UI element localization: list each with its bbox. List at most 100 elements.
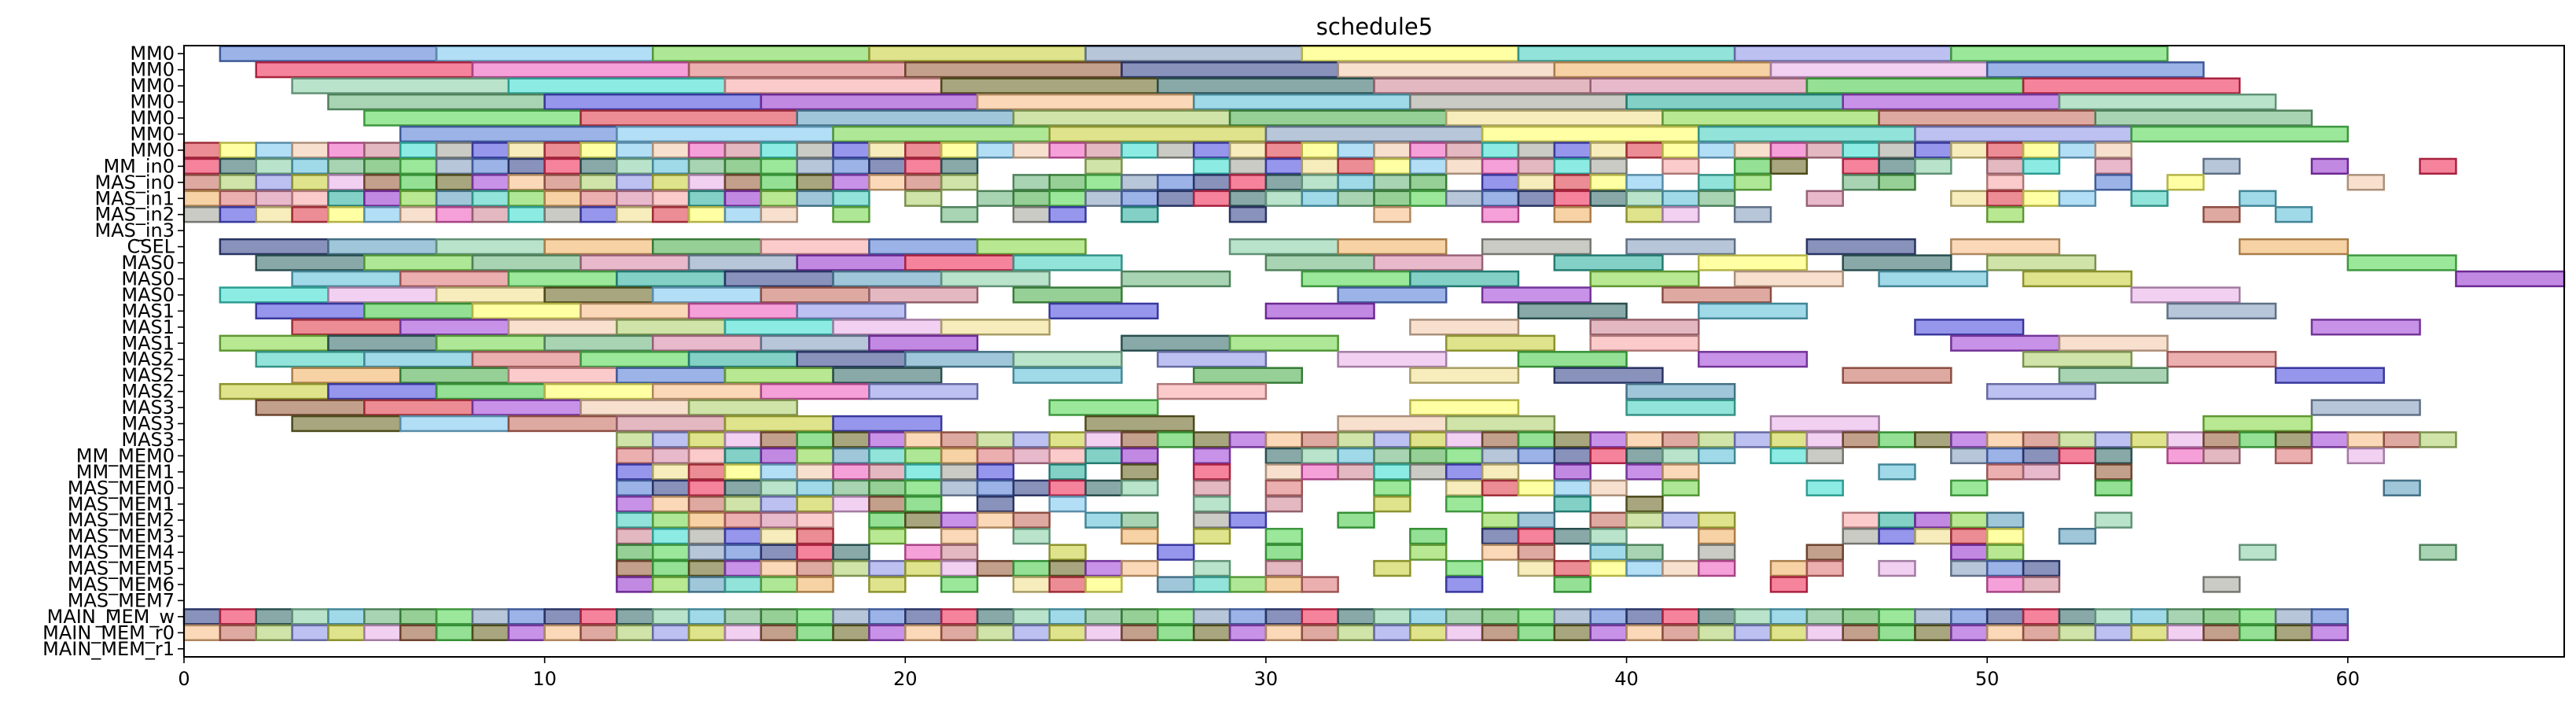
task-bar: [1517, 174, 1556, 191]
task-bar: [1228, 174, 1268, 191]
task-bar: [1409, 157, 1448, 175]
task-bar: [868, 608, 907, 625]
task-bar: [435, 382, 546, 400]
task-bar: [1481, 608, 1520, 625]
task-bar: [580, 351, 690, 368]
task-bar: [651, 157, 690, 175]
task-bar: [1192, 479, 1231, 496]
task-bar: [616, 624, 654, 641]
task-bar: [940, 576, 979, 593]
task-bar: [1264, 254, 1375, 271]
task-bar: [687, 61, 907, 79]
task-bar: [1264, 559, 1304, 577]
task-bar: [760, 463, 798, 481]
task-bar: [543, 382, 654, 400]
task-bar: [1625, 206, 1664, 223]
task-bar: [687, 527, 727, 545]
task-bar: [2274, 447, 2313, 465]
task-bar: [291, 142, 329, 159]
task-bar: [868, 576, 907, 593]
task-bar: [1842, 157, 1880, 175]
task-bar: [687, 511, 727, 529]
task-bar: [291, 415, 402, 433]
task-bar: [1914, 527, 1952, 545]
task-bar: [182, 142, 222, 159]
task-bar: [832, 608, 870, 625]
task-bar: [1589, 608, 1628, 625]
task-bar: [832, 447, 870, 465]
task-bar: [1698, 624, 1736, 641]
task-bar: [723, 527, 763, 545]
task-bar: [651, 238, 763, 256]
task-bar: [327, 238, 438, 256]
task-bar: [1409, 608, 1448, 625]
task-bar: [868, 157, 907, 175]
task-bar: [2166, 351, 2277, 368]
task-bar: [832, 190, 870, 207]
task-bar: [1481, 157, 1520, 175]
task-bar: [1625, 399, 1736, 416]
task-bar: [832, 463, 870, 481]
task-bar: [291, 190, 329, 207]
task-bar: [940, 174, 979, 191]
task-bar: [255, 61, 474, 79]
task-bar: [1337, 511, 1375, 529]
task-bar: [1012, 286, 1123, 304]
task-bar: [760, 559, 798, 577]
y-tick-label: MAIN_MEM_r1: [42, 638, 175, 660]
task-bar: [543, 93, 763, 111]
task-bar: [976, 559, 1015, 577]
task-bar: [1048, 174, 1087, 191]
task-bar: [1012, 190, 1051, 207]
task-bar: [1589, 270, 1700, 288]
task-bar: [1264, 544, 1304, 561]
task-bar: [651, 544, 690, 561]
task-bar: [1517, 479, 1556, 496]
task-bar: [723, 157, 763, 175]
task-bar: [1301, 174, 1339, 191]
task-bar: [327, 624, 366, 641]
task-bar: [435, 142, 474, 159]
task-bar: [760, 544, 798, 561]
y-tick-label: MM0: [130, 42, 175, 65]
task-bar: [291, 77, 510, 94]
task-bar: [1878, 157, 1916, 175]
task-bar: [1084, 447, 1123, 465]
task-bar: [435, 286, 546, 304]
x-tick-label: 60: [2336, 668, 2361, 690]
task-bar: [1157, 431, 1195, 448]
task-bar: [616, 157, 654, 175]
task-bar: [1012, 351, 1123, 368]
task-bar: [723, 447, 763, 465]
task-bar: [1662, 286, 1772, 304]
task-bar: [1192, 93, 1411, 111]
task-bar: [1192, 496, 1231, 513]
task-bar: [1878, 142, 1916, 159]
task-bar: [723, 190, 763, 207]
task-bar: [1444, 109, 1664, 127]
y-tick-label: MAS2: [121, 348, 175, 371]
plot-frame: [183, 45, 2565, 658]
task-bar: [1121, 190, 1159, 207]
task-bar: [1842, 367, 1952, 384]
task-bar: [1769, 157, 1809, 175]
task-bar: [616, 125, 834, 143]
task-bar: [507, 142, 546, 159]
task-bar: [2058, 431, 2097, 448]
task-bar: [471, 351, 582, 368]
task-bar: [1192, 527, 1231, 545]
y-tick-label: MAS_MEM1: [68, 493, 175, 515]
task-bar: [832, 544, 870, 561]
task-bar: [1805, 479, 1844, 496]
task-bar: [1373, 431, 1411, 448]
task-bar: [723, 77, 943, 94]
task-bar: [1842, 431, 1880, 448]
task-bar: [1985, 447, 2025, 465]
task-bar: [1481, 431, 1520, 448]
task-bar: [796, 174, 834, 191]
task-bar: [832, 157, 870, 175]
task-bar: [1985, 157, 2025, 175]
task-bar: [507, 190, 546, 207]
task-bar: [616, 367, 727, 384]
task-bar: [687, 544, 727, 561]
